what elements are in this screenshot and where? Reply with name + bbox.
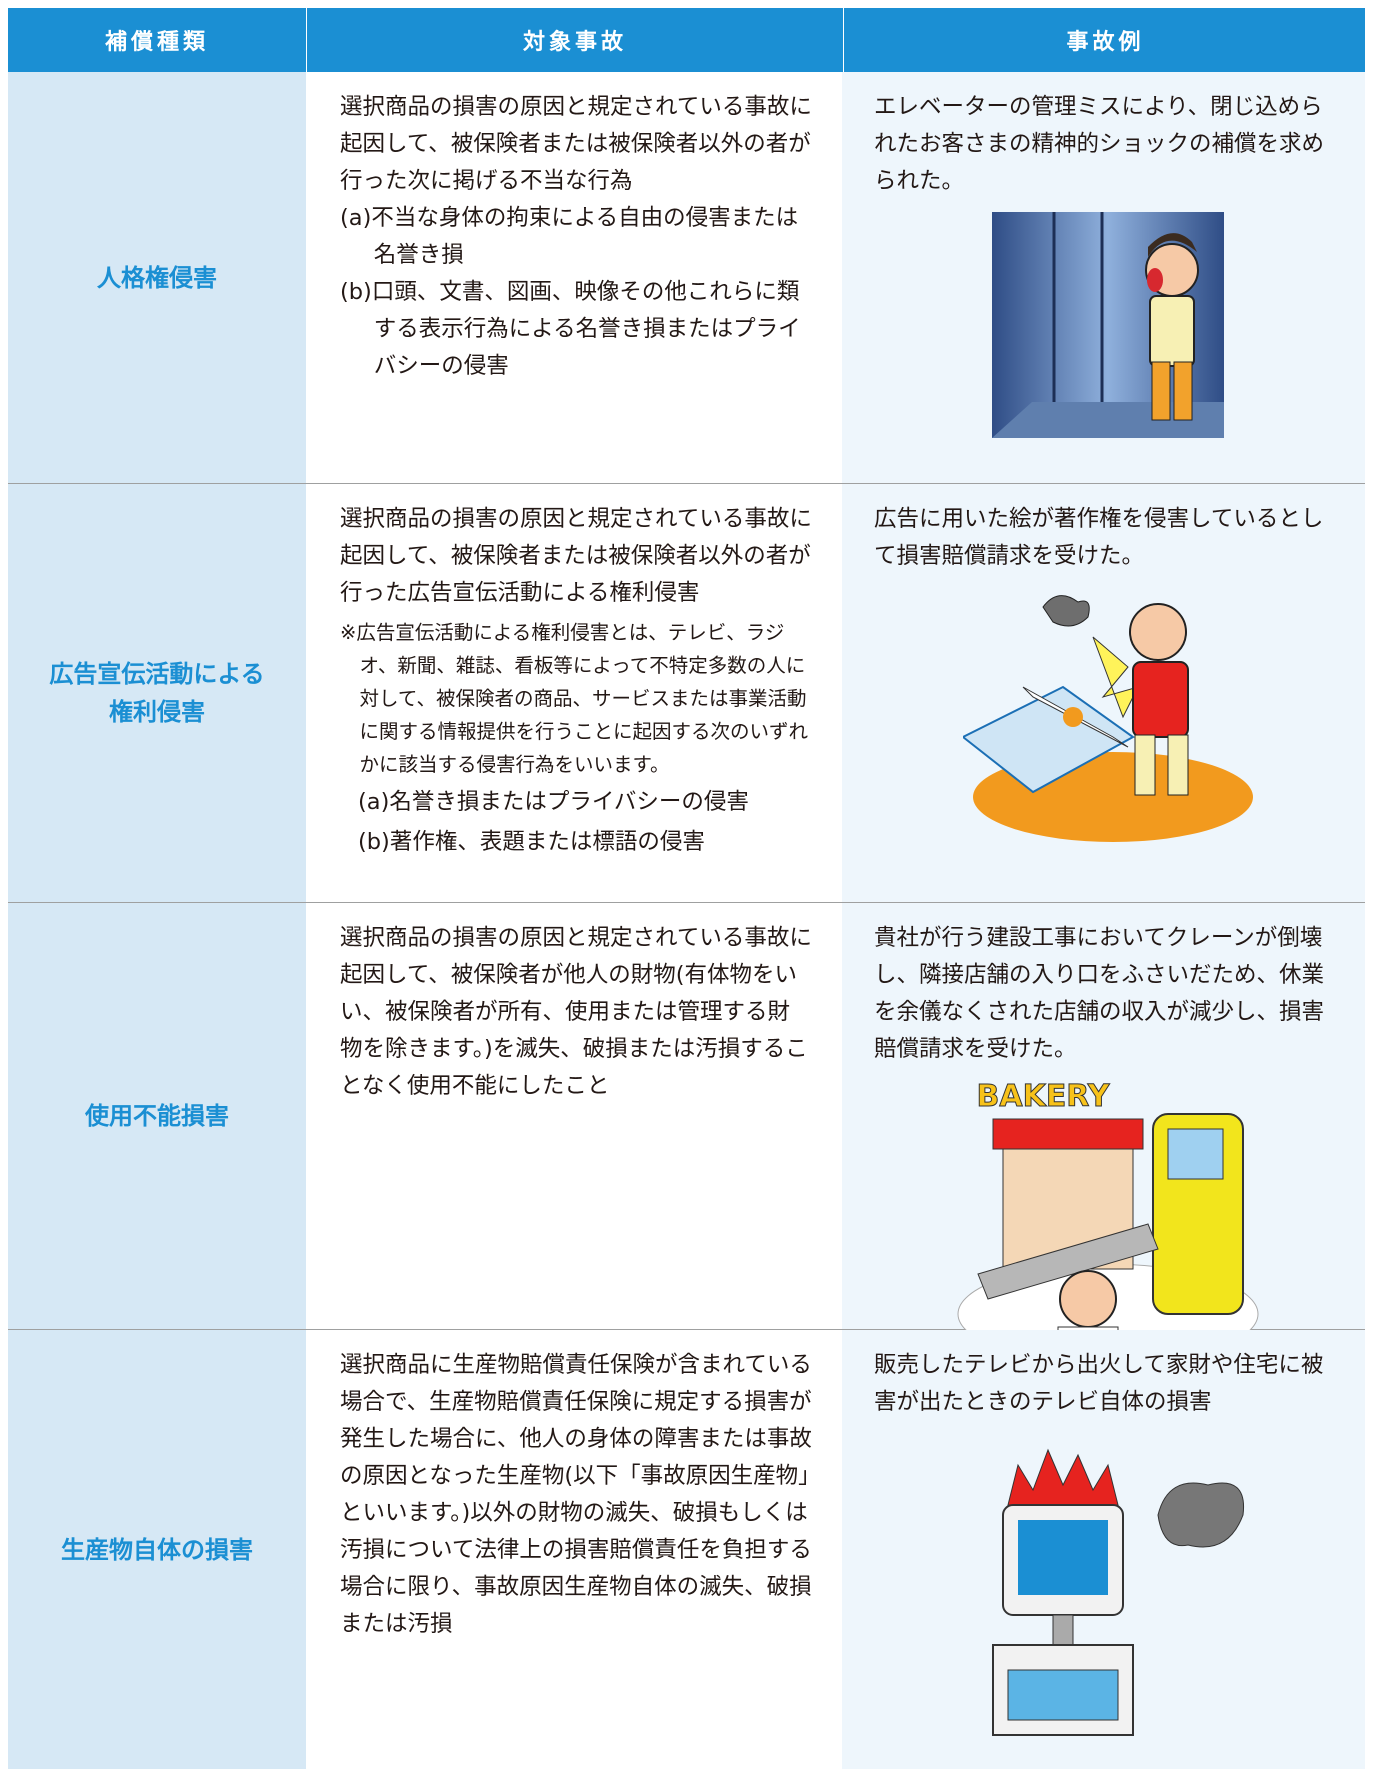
item: (a)不当な身体の拘束による自由の侵害または名誉き損	[340, 205, 799, 268]
screen	[1017, 1520, 1108, 1595]
body	[1148, 295, 1195, 367]
illustration	[991, 212, 1224, 438]
example-cell: 販売したテレビから出火して家財や住宅に被害が出たときのテレビ自体の損害	[842, 1330, 1365, 1769]
desk	[962, 685, 1135, 794]
note: ※広告宣伝活動による権利侵害とは、テレビ、ラジオ、新聞、雑誌、看板等によって不特…	[340, 621, 809, 776]
fire	[1006, 1448, 1119, 1506]
table-row: 人格権侵害 選択商品の損害の原因と規定されている事故に起因して、被保険者または被…	[8, 72, 1365, 484]
item: (b)口頭、文書、図画、映像その他これらに類する表示行為による名誉き損またはプラ…	[340, 279, 801, 379]
description-cell: 選択商品の損害の原因と規定されている事故に起因して、被保険者または被保険者以外の…	[306, 72, 842, 483]
smoke	[1041, 595, 1090, 627]
illustration	[962, 595, 1253, 842]
description: 選択商品の損害の原因と規定されている事故に起因して、被保険者または被保険者以外の…	[340, 506, 812, 606]
leg	[1167, 734, 1188, 796]
type-label: 権利侵害	[109, 698, 205, 726]
type-cell: 使用不能損害	[8, 903, 306, 1329]
body	[1131, 661, 1189, 738]
example: 広告に用いた絵が著作権を侵害しているとして損害賠償請求を受けた。	[874, 506, 1324, 569]
example-cell: エレベーターの管理ミスにより、閉じ込められたお客さまの精神的ショックの補償を求め…	[842, 72, 1365, 483]
description: 選択商品の損害の原因と規定されている事故に起因して、被保険者が他人の財物(有体物…	[340, 925, 812, 1099]
leg	[1173, 361, 1192, 421]
description: 選択商品の損害の原因と規定されている事故に起因して、被保険者または被保険者以外の…	[340, 94, 812, 194]
item: (b)著作権、表題または標語の侵害	[358, 829, 705, 855]
header-cell: 補償種類	[8, 8, 307, 72]
table-row: 生産物自体の損害 選択商品に生産物賠償責任保険が含まれている場合で、生産物賠償責…	[8, 1330, 1365, 1769]
head	[1058, 1270, 1117, 1328]
burst	[1092, 636, 1139, 719]
item: (a)名誉き損またはプライバシーの侵害	[358, 789, 749, 815]
table-row: 広告宣伝活動による 権利侵害 選択商品の損害の原因と規定されている事故に起因して…	[8, 484, 1365, 903]
type-cell: 広告宣伝活動による 権利侵害	[8, 484, 306, 902]
description-cell: 選択商品に生産物賠償責任保険が含まれている場合で、生産物賠償責任保険に規定する損…	[306, 1330, 842, 1769]
cabinet-glass	[1007, 1669, 1118, 1721]
example-cell: 貴社が行う建設工事においてクレーンが倒壊し、隣接店舗の入り口をふさいだため、休業…	[842, 903, 1365, 1373]
illustration: BAKERY	[957, 1079, 1258, 1373]
leg	[1151, 361, 1170, 421]
description-cell: 選択商品の損害の原因と規定されている事故に起因して、被保険者または被保険者以外の…	[306, 484, 842, 902]
hair	[1147, 233, 1197, 257]
window	[1167, 1128, 1223, 1180]
type-cell: 生産物自体の損害	[8, 1330, 306, 1769]
example: 販売したテレビから出火して家財や住宅に被害が出たときのテレビ自体の損害	[874, 1352, 1324, 1415]
description: 選択商品に生産物賠償責任保険が含まれている場合で、生産物賠償責任保険に規定する損…	[340, 1352, 812, 1637]
leg	[1134, 734, 1155, 796]
mouth	[1146, 268, 1163, 292]
type-label: 人格権侵害	[97, 263, 217, 292]
type-label: 広告宣伝活動による	[49, 660, 265, 688]
stand	[1052, 1614, 1073, 1646]
example: 貴社が行う建設工事においてクレーンが倒壊し、隣接店舗の入り口をふさいだため、休業…	[874, 925, 1325, 1062]
head	[1128, 603, 1187, 661]
header-cell: 対象事故	[307, 8, 844, 72]
sign: BAKERY	[976, 1079, 1110, 1114]
illustration	[991, 1448, 1244, 1736]
example: エレベーターの管理ミスにより、閉じ込められたお客さまの精神的ショックの補償を求め…	[874, 94, 1325, 194]
header-cell: 事故例	[1066, 30, 1145, 55]
arm	[976, 1223, 1159, 1300]
type-label: 使用不能損害	[85, 1102, 229, 1130]
picture	[1062, 707, 1083, 727]
table-row: 使用不能損害 選択商品の損害の原因と規定されている事故に起因して、被保険者が他人…	[8, 903, 1365, 1373]
header-row: 補償種類 対象事故 事故例	[8, 8, 1365, 72]
smoke	[1156, 1482, 1244, 1548]
awning	[992, 1118, 1143, 1150]
type-cell: 人格権侵害	[8, 72, 306, 483]
type-label: 生産物自体の損害	[61, 1535, 253, 1564]
table: 補償種類 対象事故 事故例 人格権侵害 選択商品の損害の原因と規定されている事故…	[8, 8, 1365, 1769]
description-cell: 選択商品の損害の原因と規定されている事故に起因して、被保険者が他人の財物(有体物…	[306, 903, 842, 1329]
example-cell: 広告に用いた絵が著作権を侵害しているとして損害賠償請求を受けた。	[842, 484, 1365, 902]
